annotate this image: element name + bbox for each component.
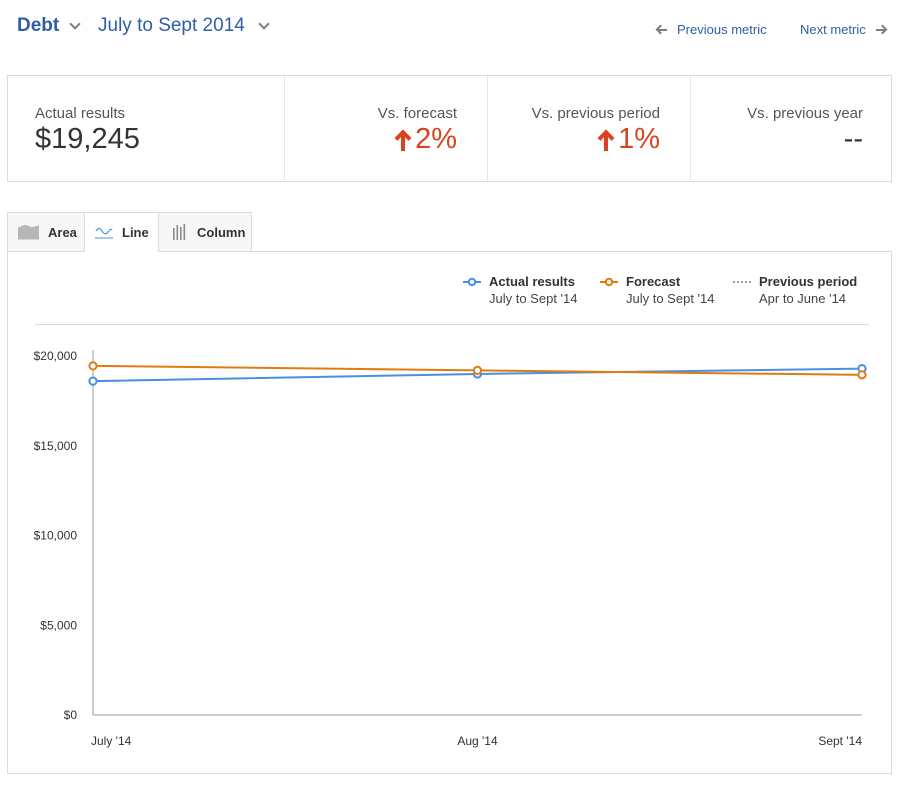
legend-forecast-name: Forecast bbox=[626, 274, 681, 289]
tab-column-label: Column bbox=[197, 224, 246, 240]
next-metric-label: Next metric bbox=[800, 22, 866, 37]
forecast-point bbox=[472, 365, 483, 375]
forecast-point bbox=[857, 370, 867, 380]
vs-forecast-caption: Vs. forecast bbox=[377, 105, 457, 122]
previous-metric-label: Previous metric bbox=[677, 22, 767, 37]
line-chart-icon bbox=[95, 227, 113, 239]
vs-forecast-percent: 2% bbox=[415, 123, 457, 155]
arrow-up-icon bbox=[597, 129, 615, 151]
y-tick-label: $10,000 bbox=[34, 529, 78, 543]
chart-panel: Actual results July to Sept '14 Forecast… bbox=[7, 251, 892, 774]
legend-actual-name: Actual results bbox=[489, 274, 575, 289]
metric-label: Debt bbox=[17, 15, 60, 36]
actual-results-point bbox=[88, 376, 98, 386]
vs-previous-year-cell: Vs. previous year -- bbox=[691, 76, 891, 181]
legend-actual-period: July to Sept '14 bbox=[489, 291, 578, 306]
vs-previous-period-cell: Vs. previous period 1% bbox=[488, 76, 691, 181]
tab-line-label: Line bbox=[122, 224, 149, 240]
tab-line[interactable]: Line bbox=[84, 212, 158, 252]
forecast-point bbox=[88, 361, 98, 371]
actual-results-caption: Actual results bbox=[35, 105, 126, 122]
y-tick-label: $0 bbox=[64, 708, 78, 722]
legend-actual[interactable]: Actual results July to Sept '14 bbox=[463, 274, 578, 306]
x-tick-label: Aug '14 bbox=[457, 734, 498, 748]
column-chart-icon bbox=[173, 224, 186, 240]
vs-previous-year-value: -- bbox=[843, 123, 863, 155]
x-tick-label: July '14 bbox=[91, 734, 132, 748]
legend-previous-period: Apr to June '14 bbox=[759, 291, 847, 306]
x-tick-label: Sept '14 bbox=[818, 734, 862, 748]
legend-previous-marker-icon bbox=[733, 281, 751, 283]
actual-results-cell: Actual results $19,245 bbox=[8, 76, 285, 181]
summary-card: Actual results $19,245 Vs. forecast 2% V… bbox=[7, 75, 892, 182]
legend-divider bbox=[35, 324, 869, 325]
period-label: July to Sept 2014 bbox=[98, 15, 245, 36]
chart-type-tabs: Area Line Column bbox=[7, 212, 252, 252]
arrow-up-icon bbox=[394, 129, 412, 151]
vs-forecast-value: 2% bbox=[394, 123, 457, 156]
arrow-left-icon bbox=[655, 24, 668, 35]
legend-forecast-marker-icon bbox=[600, 277, 618, 287]
tab-column[interactable]: Column bbox=[158, 212, 252, 252]
next-metric-link[interactable]: Next metric bbox=[800, 22, 888, 37]
line-chart: $0 $5,000 $10,000 $15,000 $20,000 July '14 Aug… bbox=[34, 349, 867, 748]
y-tick-label: $15,000 bbox=[34, 439, 78, 453]
period-selector[interactable]: July to Sept 2014 bbox=[98, 15, 270, 37]
vs-forecast-cell: Vs. forecast 2% bbox=[285, 76, 488, 181]
legend-forecast[interactable]: Forecast July to Sept '14 bbox=[600, 274, 715, 306]
chevron-down-icon bbox=[69, 17, 81, 30]
legend-actual-marker-icon bbox=[463, 277, 481, 287]
metric-selector[interactable]: Debt bbox=[17, 15, 81, 37]
legend-forecast-period: July to Sept '14 bbox=[626, 291, 715, 306]
legend-previous-name: Previous period bbox=[759, 274, 858, 289]
chart-legend: Actual results July to Sept '14 Forecast… bbox=[8, 274, 891, 314]
chevron-down-icon bbox=[258, 17, 270, 30]
vs-previous-period-caption: Vs. previous period bbox=[531, 105, 660, 122]
area-chart-icon bbox=[18, 224, 39, 240]
header: Debt July to Sept 2014 Previous metric N… bbox=[0, 0, 905, 60]
tab-area[interactable]: Area bbox=[7, 212, 84, 252]
previous-metric-link[interactable]: Previous metric bbox=[655, 22, 767, 37]
y-tick-label: $5,000 bbox=[40, 618, 77, 632]
legend-previous[interactable]: Previous period Apr to June '14 bbox=[733, 274, 858, 306]
actual-results-value: $19,245 bbox=[35, 123, 140, 155]
vs-previous-period-value: 1% bbox=[597, 123, 660, 156]
vs-previous-year-caption: Vs. previous year bbox=[747, 105, 863, 122]
arrow-right-icon bbox=[875, 24, 888, 35]
tab-area-label: Area bbox=[48, 224, 77, 240]
y-tick-label: $20,000 bbox=[34, 349, 78, 363]
vs-previous-period-percent: 1% bbox=[618, 123, 660, 155]
